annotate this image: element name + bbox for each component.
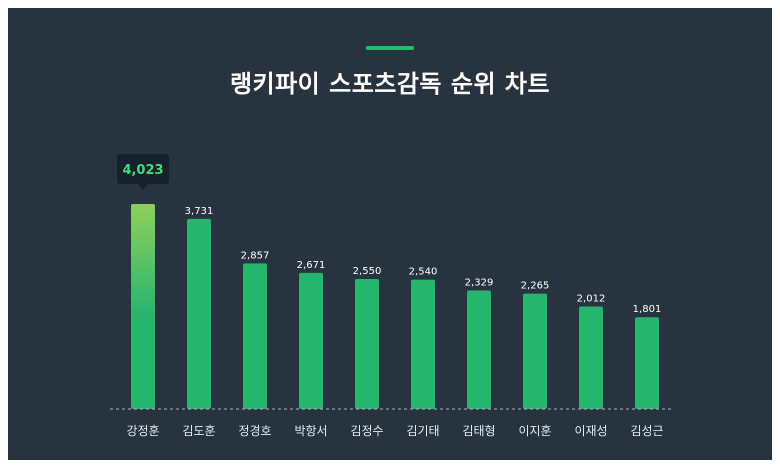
category-label: 박항서	[294, 424, 327, 438]
bar-김도훈[interactable]	[187, 218, 211, 409]
category-label: 정경호	[238, 424, 271, 438]
bar-김태형[interactable]	[467, 290, 491, 409]
chart-panel: 랭키파이 스포츠감독 순위 차트 강정훈 4,023 김도훈 3,731 정경호 2,85…	[8, 8, 772, 460]
value-label: 2,857	[241, 250, 270, 261]
value-label: 1,801	[633, 304, 662, 315]
value-label: 2,540	[409, 267, 438, 278]
category-label: 김정수	[350, 424, 383, 438]
value-label: 2,012	[577, 293, 606, 304]
value-label: 2,550	[353, 266, 382, 277]
bar-김정수[interactable]	[355, 279, 379, 409]
bar-정경호[interactable]	[243, 263, 267, 409]
value-tooltip: 4,023	[117, 154, 169, 190]
bar-이지훈[interactable]	[523, 293, 547, 409]
category-label: 김기태	[406, 424, 439, 438]
title-accent-bar	[366, 46, 414, 50]
bar-김성근[interactable]	[635, 317, 659, 409]
bar-이재성[interactable]	[579, 306, 603, 409]
category-label: 이재성	[574, 424, 607, 438]
bar-김기태[interactable]	[411, 279, 435, 409]
value-label: 2,671	[297, 260, 326, 271]
bar-강정훈[interactable]	[131, 204, 155, 409]
bar-박항서[interactable]	[299, 272, 323, 409]
tooltip-box	[117, 154, 169, 184]
value-label: 2,265	[521, 281, 550, 292]
tooltip-pointer	[138, 184, 148, 190]
category-label: 김태형	[462, 424, 495, 438]
category-label: 김도훈	[182, 424, 215, 438]
category-label: 김성근	[630, 424, 663, 438]
chart-title: 랭키파이 스포츠감독 순위 차트	[229, 70, 551, 98]
category-label: 강정훈	[126, 424, 159, 438]
value-label: 3,731	[185, 206, 214, 217]
category-label: 이지훈	[518, 424, 551, 438]
bar-chart: 강정훈 4,023 김도훈 3,731 정경호 2,857 박항서 2,671 김정수 2,550…	[110, 154, 674, 438]
tooltip-value: 4,023	[122, 163, 163, 178]
value-label: 2,329	[465, 277, 494, 288]
